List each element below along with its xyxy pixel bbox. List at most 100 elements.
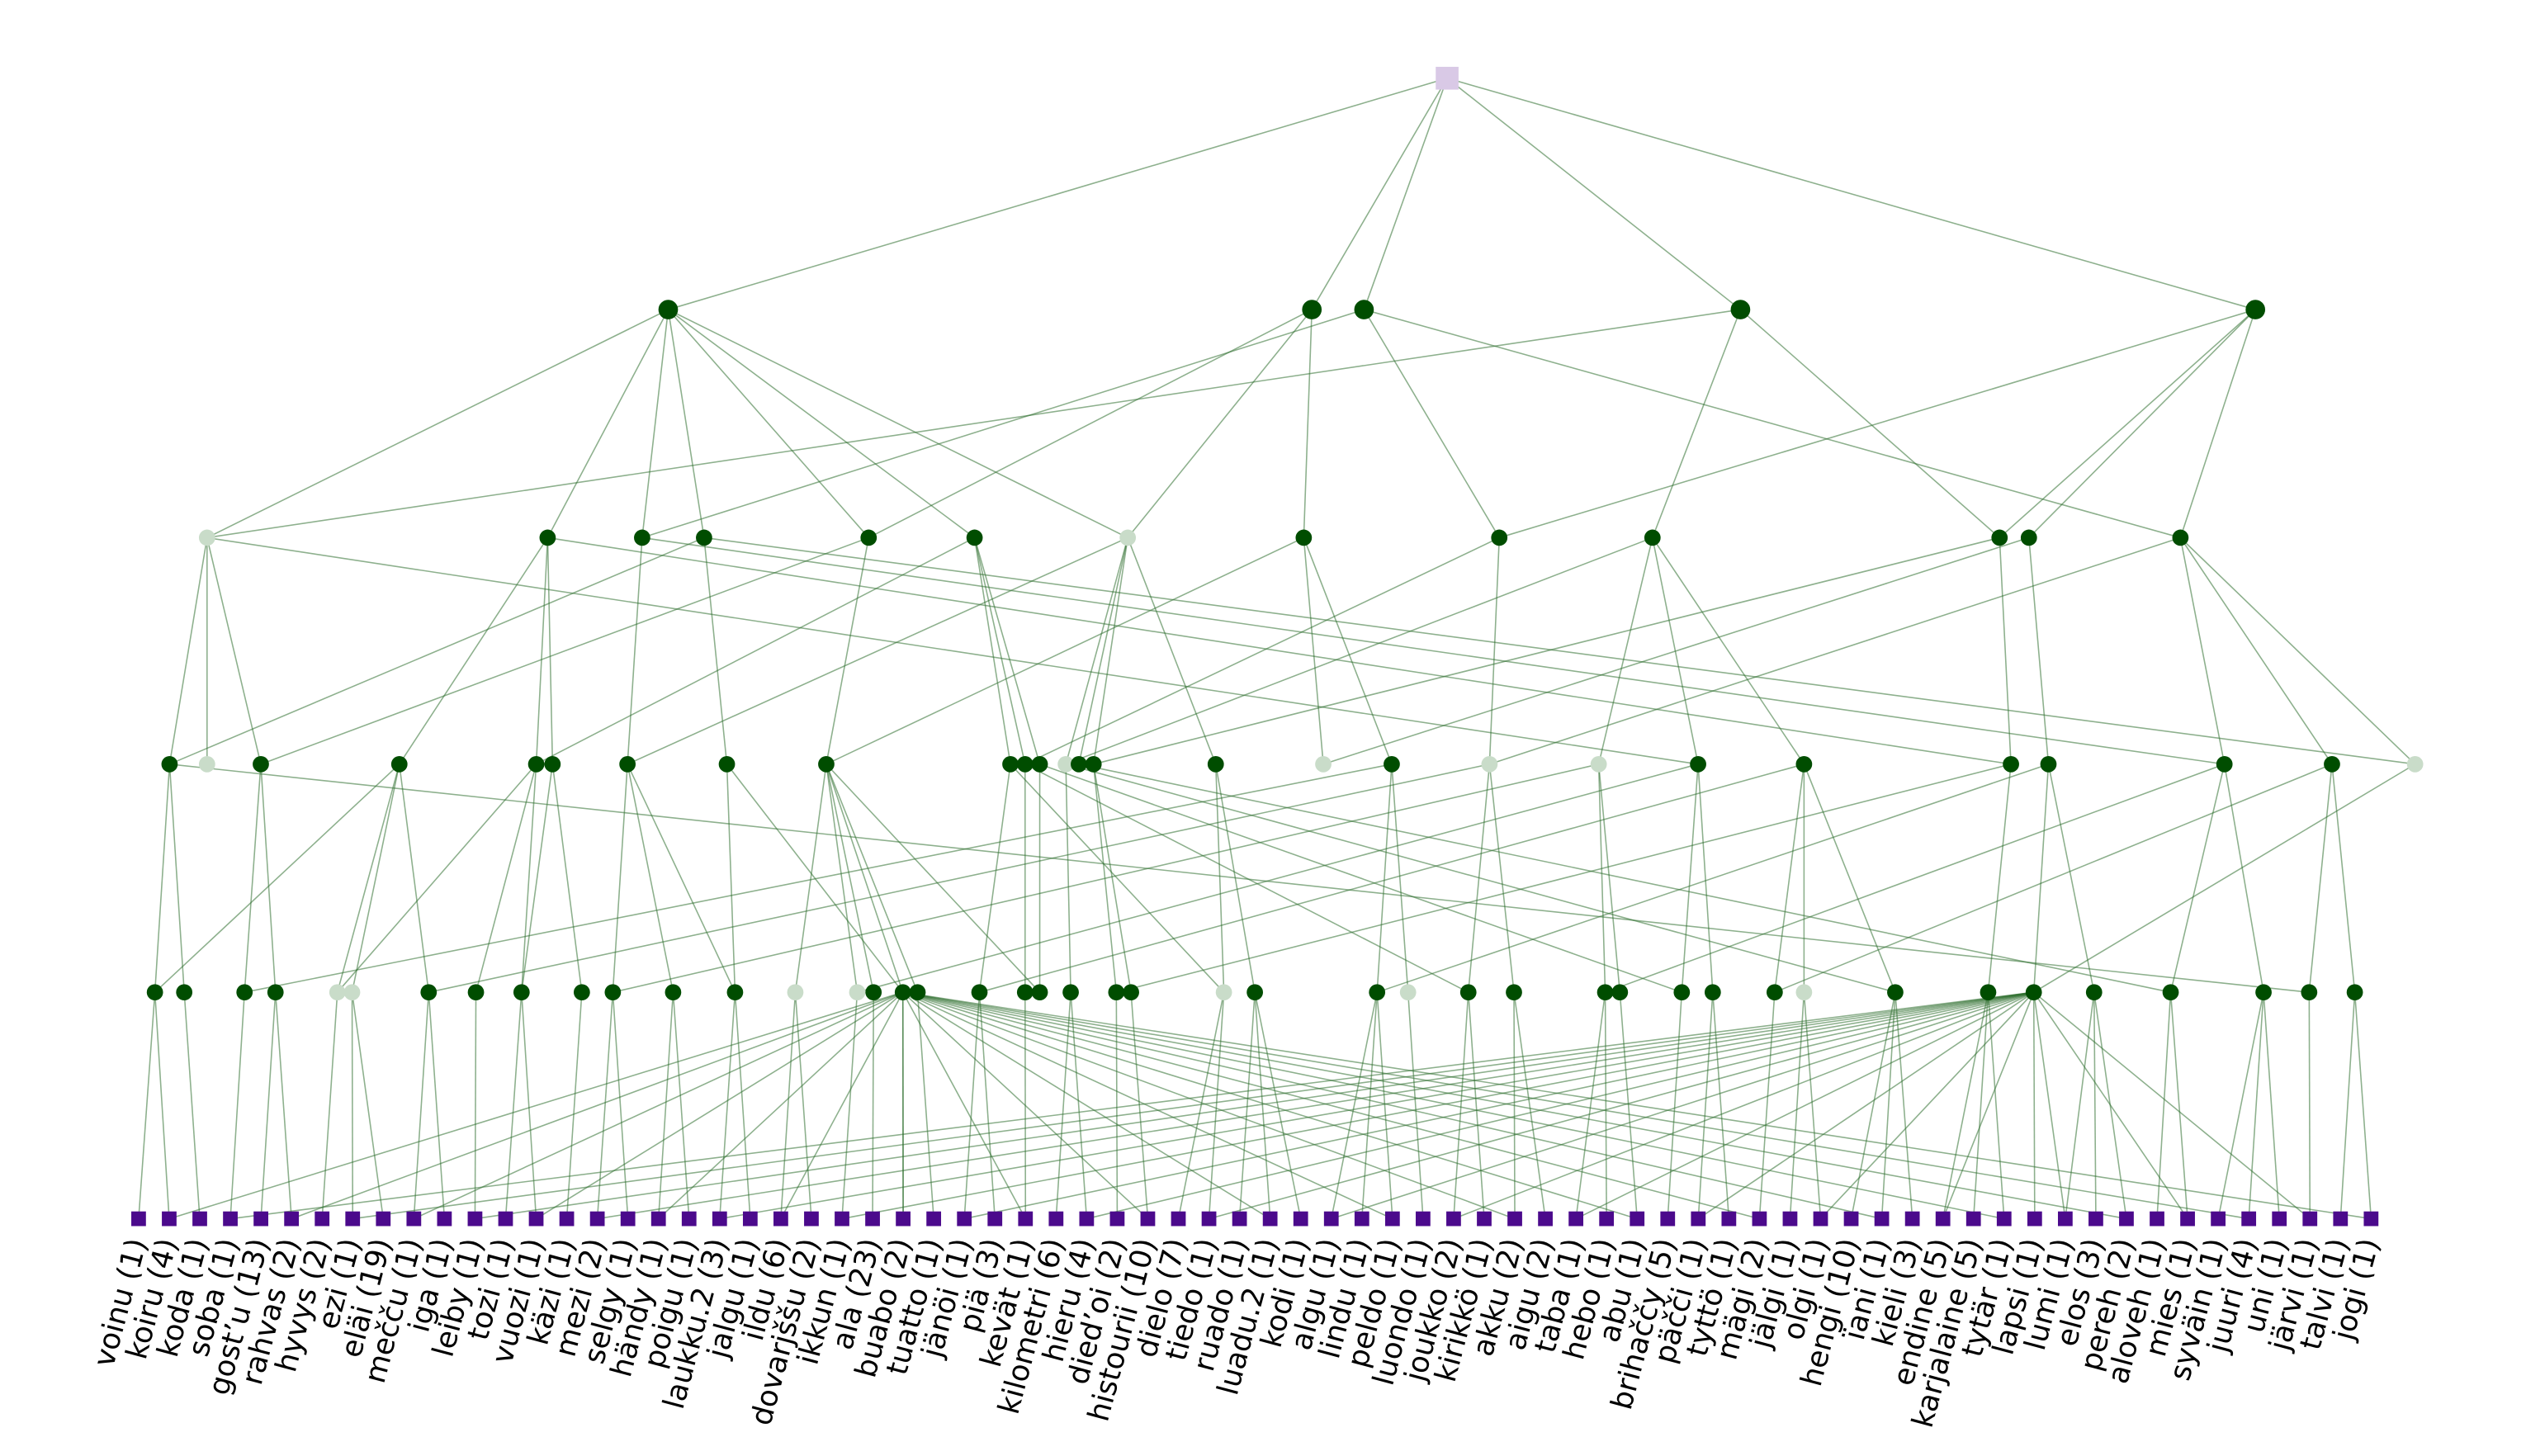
edge xyxy=(206,537,1699,765)
leaf-node xyxy=(559,1211,575,1227)
edge xyxy=(1065,537,1653,765)
node xyxy=(513,984,530,1001)
edge xyxy=(1652,309,1742,538)
leaf-node xyxy=(712,1211,727,1227)
edge xyxy=(1652,537,1699,764)
edge xyxy=(668,309,976,539)
node xyxy=(726,984,744,1001)
edge xyxy=(1488,763,1515,993)
edge xyxy=(1116,763,2012,993)
leaf-node xyxy=(528,1211,544,1227)
edge xyxy=(351,992,354,1219)
leaf-node xyxy=(345,1211,361,1227)
edge xyxy=(1697,992,1714,1219)
edge xyxy=(627,537,1128,765)
edge xyxy=(1086,991,2034,1220)
node xyxy=(420,984,438,1001)
node xyxy=(2324,755,2340,773)
edge xyxy=(1078,537,1128,764)
node xyxy=(2301,984,2318,1001)
edge xyxy=(902,991,1271,1220)
leaf-node xyxy=(1446,1211,1461,1227)
leaf-node xyxy=(1538,1211,1553,1227)
edge xyxy=(1065,763,1896,993)
edge xyxy=(1364,309,2181,539)
edge xyxy=(1092,763,1118,993)
node xyxy=(818,755,835,773)
edge xyxy=(2033,991,2311,1220)
edge xyxy=(1712,992,1730,1219)
edge xyxy=(2169,763,2226,993)
edge xyxy=(1322,537,2030,765)
leaf-node xyxy=(1109,1211,1125,1227)
node xyxy=(696,529,712,546)
node xyxy=(2025,984,2042,1001)
leaf-node xyxy=(376,1211,391,1227)
edge xyxy=(613,763,1599,993)
edge xyxy=(1999,537,2012,764)
edge xyxy=(398,763,430,993)
edge xyxy=(1024,763,1469,993)
edge xyxy=(521,763,554,993)
leaf-node xyxy=(2088,1211,2103,1227)
edge xyxy=(627,763,736,993)
edges xyxy=(138,77,2416,1220)
edge xyxy=(1803,763,1896,993)
edge xyxy=(1446,77,2256,310)
edge xyxy=(902,991,1026,1219)
faint-node xyxy=(329,984,346,1001)
edge xyxy=(291,991,904,1220)
edge xyxy=(2248,992,2264,1219)
node xyxy=(718,755,736,773)
edge xyxy=(154,992,170,1219)
edge xyxy=(1987,992,2005,1219)
leaf-node xyxy=(1140,1211,1156,1227)
node xyxy=(1991,529,2008,546)
edge xyxy=(1311,78,1448,310)
edge xyxy=(780,992,797,1219)
leaf-node xyxy=(1293,1211,1308,1227)
edge xyxy=(1880,992,1896,1219)
edge xyxy=(825,763,919,993)
edge xyxy=(2032,992,2036,1219)
leaf-node xyxy=(1079,1211,1095,1227)
leaf-node xyxy=(1048,1211,1064,1227)
edge xyxy=(154,763,171,993)
node xyxy=(1123,984,1139,1001)
faint-node xyxy=(787,984,804,1001)
edge xyxy=(597,991,2034,1220)
edge xyxy=(1697,991,2035,1220)
edge xyxy=(902,991,2249,1220)
faint-node xyxy=(1481,755,1498,773)
faint-node xyxy=(2406,755,2424,773)
edge xyxy=(1177,992,1225,1219)
edge xyxy=(1024,537,1500,765)
leaf-node xyxy=(865,1211,880,1227)
edge xyxy=(1575,992,1606,1219)
edge xyxy=(978,763,1011,993)
edge xyxy=(973,537,1041,765)
edge xyxy=(657,992,674,1219)
node xyxy=(1644,529,1661,546)
edge xyxy=(1070,992,1088,1219)
edge xyxy=(1209,991,2034,1220)
edge xyxy=(963,992,981,1219)
edge xyxy=(1303,310,1313,538)
leaf-node xyxy=(1721,1211,1737,1227)
node xyxy=(573,984,590,1001)
leaf-node xyxy=(1630,1211,1645,1227)
faint-node xyxy=(1590,755,1607,773)
edge xyxy=(274,992,292,1219)
node xyxy=(267,984,284,1001)
edge xyxy=(546,309,669,538)
leaf-node xyxy=(498,1211,513,1227)
faint-node xyxy=(1215,984,1232,1001)
edge xyxy=(1092,537,1128,764)
node xyxy=(539,529,556,546)
edge xyxy=(260,763,277,993)
leaf-node xyxy=(253,1211,268,1227)
node xyxy=(1369,984,1386,1001)
leaf-node xyxy=(1262,1211,1278,1227)
edge xyxy=(627,763,674,993)
edge xyxy=(2093,992,2097,1219)
